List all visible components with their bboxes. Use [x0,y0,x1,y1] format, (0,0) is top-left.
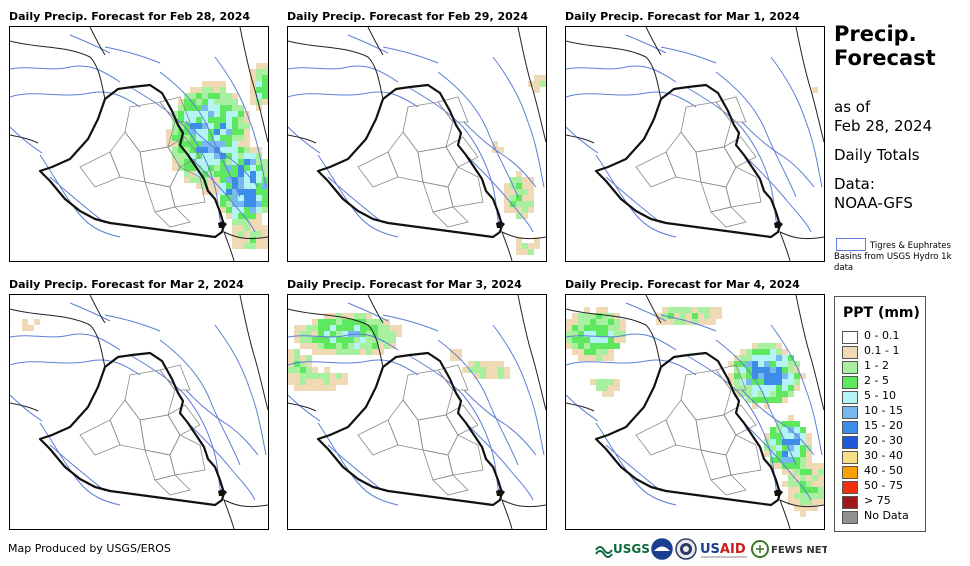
legend-swatch [842,481,858,494]
sidebar-title-line1: Precip. [834,22,917,46]
legend-swatch [842,496,858,509]
legend-swatch [842,451,858,464]
province-borders [79,364,206,496]
legend-label: 0 - 0.1 [864,329,900,342]
iraq-border [316,351,504,507]
panel-title: Daily Precip. Forecast for Feb 28, 2024 [9,10,251,23]
forecast-panel-mar1: Daily Precip. Forecast for Mar 1, 2024 [565,10,827,262]
totals-label: Daily Totals [834,146,920,164]
country-borders [10,27,268,261]
legend-swatch [842,346,858,359]
legend-label: 50 - 75 [864,479,903,492]
iraq-border [594,351,782,507]
usaid-logo: USAID [700,542,747,558]
legend-swatch [842,331,858,344]
country-borders [288,27,546,261]
precip-cells [812,87,818,93]
legend-swatch [842,361,858,374]
legend-swatch [842,391,858,404]
fews-net-logo: FEWS NET [751,540,827,558]
marsh-detail [774,221,783,228]
precip-cells [22,319,40,331]
sidebar-title-line2: Forecast [834,46,936,70]
iraq-border [316,83,504,239]
basin-legend-text: Tigres & Euphrates Basins from USGS Hydr… [834,241,952,273]
province-borders [635,96,762,228]
legend-title: PPT (mm) [843,305,920,321]
iraq-border [594,83,782,239]
rivers [566,302,823,506]
province-borders [357,96,484,228]
province-borders [635,364,762,496]
panel-title: Daily Precip. Forecast for Mar 3, 2024 [287,278,522,291]
legend-label: 30 - 40 [864,449,903,462]
panel-title: Daily Precip. Forecast for Mar 1, 2024 [565,10,800,23]
legend-label: 0.1 - 1 [864,344,900,357]
legend-label: > 75 [864,494,891,507]
iraq-border [38,83,226,239]
rivers [288,302,545,506]
doc-seal [675,538,697,560]
legend-swatch [842,466,858,479]
forecast-map [565,294,825,530]
country-borders [566,27,824,261]
forecast-map [565,26,825,262]
rivers [566,34,823,238]
fews-net-logo-text: FEWS NET [771,545,827,556]
legend-label: 40 - 50 [864,464,903,477]
province-borders [79,96,206,228]
marsh-detail [218,221,227,228]
forecast-map [9,294,269,530]
forecast-panel-mar4: Daily Precip. Forecast for Mar 4, 2024 [565,278,827,530]
panel-title: Daily Precip. Forecast for Mar 4, 2024 [565,278,800,291]
precip-cells [566,307,824,517]
credit-text: Map Produced by USGS/EROS [8,542,171,555]
forecast-panel-mar2: Daily Precip. Forecast for Mar 2, 2024 [9,278,271,530]
marsh-detail [774,489,783,496]
forecast-map [287,26,547,262]
legend-swatch [842,511,858,524]
province-borders [357,364,484,496]
asof-label: as of [834,98,871,116]
panel-title: Daily Precip. Forecast for Feb 29, 2024 [287,10,529,23]
usgs-logo: USGS [595,542,649,558]
country-borders [566,295,824,529]
forecast-panel-feb29: Daily Precip. Forecast for Feb 29, 2024 [287,10,549,262]
forecast-map [287,294,547,530]
country-borders [288,295,546,529]
legend-swatch [842,421,858,434]
legend-swatch [842,436,858,449]
rivers [10,302,267,506]
legend-label: No Data [864,509,909,522]
legend-label: 10 - 15 [864,404,903,417]
basin-swatch [836,238,866,251]
country-borders [10,295,268,529]
legend-label: 15 - 20 [864,419,903,432]
marsh-detail [218,489,227,496]
legend-label: 2 - 5 [864,374,889,387]
legend-label: 1 - 2 [864,359,889,372]
forecast-panel-feb28: Daily Precip. Forecast for Feb 28, 2024 [9,10,271,262]
iraq-border [38,351,226,507]
ppt-legend: PPT (mm) 0 - 0.1 0.1 - 1 1 - 2 2 - 5 5 - 10 1… [834,296,926,532]
data-source: NOAA-GFS [834,194,913,212]
panel-title: Daily Precip. Forecast for Mar 2, 2024 [9,278,244,291]
data-label: Data: [834,175,875,193]
noaa-logo [651,538,673,560]
legend-label: 20 - 30 [864,434,903,447]
marsh-detail [496,489,505,496]
legend-label: 5 - 10 [864,389,896,402]
forecast-map [9,26,269,262]
legend-swatch [842,406,858,419]
sidebar-info: Precip. Forecast as of Feb 28, 2024 Dail… [834,22,964,213]
legend-swatch [842,376,858,389]
forecast-panel-mar3: Daily Precip. Forecast for Mar 3, 2024 [287,278,549,530]
marsh-detail [496,221,505,228]
precip-cells [492,75,546,255]
usaid-logo-text: USAID [700,542,746,557]
usgs-logo-text: USGS [613,542,649,556]
asof-date: Feb 28, 2024 [834,117,933,135]
